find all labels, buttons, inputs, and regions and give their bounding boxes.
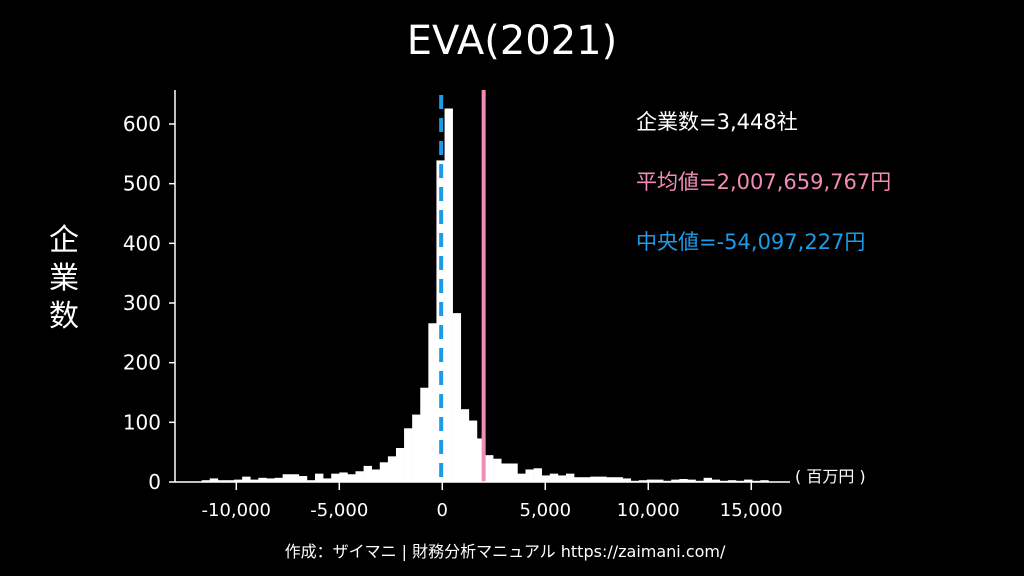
histogram-bar xyxy=(606,477,615,482)
histogram-bar xyxy=(549,473,559,482)
y-tick-label: 200 xyxy=(123,351,161,375)
histogram-bar xyxy=(638,480,648,482)
histogram-bar xyxy=(217,480,227,482)
histogram-bar xyxy=(331,473,340,482)
histogram-bar xyxy=(460,409,470,482)
x-tick-label: 5,000 xyxy=(520,500,572,521)
histogram-bar xyxy=(315,473,324,482)
histogram-bar xyxy=(250,479,259,482)
legend-company-count: 企業数=3,448社 xyxy=(636,110,798,134)
histogram-bar xyxy=(371,469,381,482)
y-tick-label: 100 xyxy=(123,410,161,434)
histogram-bar xyxy=(590,476,599,482)
histogram-bar xyxy=(744,479,753,482)
histogram-bar xyxy=(420,387,429,482)
histogram-bar xyxy=(655,479,664,482)
histogram-bar xyxy=(760,480,769,482)
histogram-bar xyxy=(363,465,372,482)
histogram-bar xyxy=(727,480,737,482)
histogram-bar xyxy=(306,480,316,482)
histogram-bar xyxy=(703,477,713,482)
histogram-bar xyxy=(517,473,526,482)
histogram-bar xyxy=(266,478,275,482)
x-tick-label: 0 xyxy=(437,500,448,521)
histogram-bar xyxy=(679,479,688,482)
histogram-bar xyxy=(395,447,405,482)
legend-median: 中央値=-54,097,227円 xyxy=(636,230,866,254)
histogram-bar xyxy=(485,455,494,482)
histogram-bar xyxy=(290,474,300,482)
histogram-bar xyxy=(412,414,421,482)
histogram-bar xyxy=(323,478,332,482)
histogram-bar xyxy=(258,477,267,482)
y-tick-label: 0 xyxy=(148,470,161,494)
x-tick-label: -5,000 xyxy=(310,500,368,521)
histogram-bar xyxy=(274,477,283,482)
footer-credit: 作成：ザイマニ | 財務分析マニュアル https://zaimani.com/ xyxy=(284,542,726,561)
histogram-bar xyxy=(452,313,462,482)
histogram-bar xyxy=(225,480,235,482)
y-tick-label: 600 xyxy=(123,112,161,136)
histogram-bar xyxy=(339,472,348,482)
histogram-bar xyxy=(444,108,453,483)
histogram-bar xyxy=(404,428,413,482)
histogram-bar xyxy=(565,473,575,482)
y-tick-label: 400 xyxy=(123,231,161,255)
histogram-bar xyxy=(614,477,623,482)
histogram-bar xyxy=(428,323,437,482)
histogram-bar xyxy=(671,479,680,482)
histogram-bar xyxy=(242,476,251,482)
histogram-bar xyxy=(436,160,445,482)
y-tick-label: 300 xyxy=(123,291,161,315)
histogram-bar xyxy=(493,458,502,482)
x-tick-label: 10,000 xyxy=(617,500,680,521)
histogram-bar xyxy=(234,479,243,482)
histogram-bar xyxy=(282,474,292,482)
y-tick-label: 500 xyxy=(123,172,161,196)
histogram-bar xyxy=(646,479,656,482)
histogram-bar xyxy=(379,462,389,482)
y-axis-label: 企業数 xyxy=(49,223,79,334)
x-axis-unit-label: ( 百万円 ) xyxy=(795,467,866,486)
histogram-bar xyxy=(355,471,364,482)
histogram-bar xyxy=(387,456,397,482)
histogram-bar xyxy=(622,478,632,482)
histogram-bar xyxy=(574,477,583,482)
x-tick-label: 15,000 xyxy=(720,500,783,521)
histogram-bar xyxy=(476,438,486,482)
histogram-bar xyxy=(533,468,542,482)
histogram-bar xyxy=(509,463,518,482)
histogram-bar xyxy=(711,479,721,482)
histogram-bar xyxy=(201,480,211,482)
histogram-bar xyxy=(209,478,219,482)
histogram-bar xyxy=(582,477,591,482)
histogram-bar xyxy=(541,475,551,482)
histogram-bar xyxy=(525,469,534,482)
histogram-bar xyxy=(468,420,478,482)
histogram-bar xyxy=(501,463,510,482)
histogram-bar xyxy=(687,479,696,482)
histogram-bar xyxy=(557,475,567,482)
histogram-bar xyxy=(298,476,308,482)
histogram-bar xyxy=(598,476,607,482)
histogram-bar xyxy=(347,474,356,482)
chart-title: EVA(2021) xyxy=(406,18,618,64)
legend-mean: 平均値=2,007,659,767円 xyxy=(636,170,892,194)
x-tick-label: -10,000 xyxy=(202,500,271,521)
